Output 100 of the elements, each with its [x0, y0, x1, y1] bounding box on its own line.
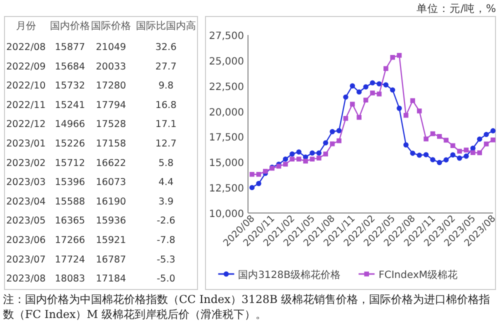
category-label: 2022/12 — [6, 119, 46, 130]
data-label: 15396 — [54, 177, 86, 188]
data-label: 21049 — [96, 42, 126, 53]
y-tick-label: 22,500 — [209, 82, 244, 93]
data-label: 15588 — [54, 196, 86, 208]
point — [464, 154, 469, 159]
data-label: -2.6 — [156, 216, 176, 227]
data-label: 12.7 — [155, 138, 177, 150]
category-label: 2023/03 — [6, 177, 46, 188]
category-label: 2023/04 — [6, 196, 46, 208]
data-label: 15684 — [54, 61, 86, 72]
point — [303, 158, 308, 164]
point — [356, 114, 362, 120]
data-label: 15226 — [54, 138, 86, 150]
text: 单位：元/吨，% — [416, 2, 496, 15]
y-tick-label: 17,500 — [209, 132, 244, 144]
point — [383, 82, 388, 88]
data-label: 15241 — [54, 100, 86, 111]
point — [416, 108, 422, 114]
point — [250, 172, 254, 177]
data-label: 15877 — [54, 42, 86, 53]
data-label: 9.8 — [158, 80, 174, 92]
data-label: 17.1 — [155, 119, 177, 130]
text: 国际比国内高 — [136, 20, 196, 32]
data-label: -5.0 — [156, 274, 176, 285]
point — [423, 152, 429, 158]
point — [477, 150, 482, 156]
point — [343, 116, 348, 121]
point — [404, 112, 408, 118]
category-label: 2023/08 — [6, 274, 46, 285]
data-label: 4.4 — [158, 177, 174, 188]
point — [310, 150, 315, 156]
data-label: 17794 — [96, 100, 126, 111]
data-label: 16365 — [54, 216, 86, 227]
point — [450, 143, 456, 148]
point — [376, 92, 382, 96]
data-label: -7.8 — [156, 235, 176, 246]
point — [390, 87, 396, 93]
point — [430, 157, 436, 162]
data-label: 3.9 — [158, 196, 174, 208]
category-label: 2023/07 — [6, 254, 46, 266]
y-tick-label: 27,500 — [209, 31, 244, 42]
point — [424, 136, 428, 142]
point — [403, 142, 409, 148]
point — [457, 148, 462, 154]
point — [390, 54, 395, 60]
point — [410, 98, 416, 104]
point — [256, 180, 262, 186]
data-label: 15936 — [96, 216, 126, 227]
data-label: 14966 — [54, 119, 86, 130]
text: 注：国内价格为中国棉花价格指数（CC Index）3128B 级棉花销售价格，国际价格为进口棉价格指数（FC Index）M 级棉花到岸税后价（滑准税下）。 — [3, 292, 492, 322]
point — [363, 84, 368, 90]
point — [316, 156, 322, 160]
point — [416, 152, 422, 158]
point — [484, 142, 489, 146]
point — [477, 136, 482, 142]
point — [336, 128, 342, 134]
point — [323, 152, 328, 156]
data-label: 17266 — [54, 235, 86, 246]
data-label: 17158 — [96, 138, 126, 150]
category-label: 2023/01 — [6, 138, 46, 150]
legend-label: FCIndexM级棉花 — [378, 269, 458, 281]
data-label: 16073 — [96, 177, 126, 188]
text: 国际价格 — [91, 20, 131, 32]
point — [336, 138, 342, 144]
point — [383, 66, 388, 71]
data-label: 15712 — [54, 158, 86, 169]
category-label: 2022/11 — [6, 100, 46, 111]
data-label: 17184 — [96, 274, 126, 285]
point — [290, 151, 295, 157]
data-label: 15732 — [54, 80, 86, 92]
point — [323, 140, 328, 146]
data-label: 17280 — [96, 80, 126, 92]
point — [396, 106, 402, 111]
y-tick-label: 25,000 — [209, 56, 244, 68]
data-label: 15921 — [96, 235, 126, 246]
point — [490, 128, 496, 134]
point — [437, 134, 442, 139]
y-tick-label: 12,500 — [209, 184, 244, 195]
data-label: 16190 — [96, 196, 126, 208]
data-label: -5.3 — [156, 254, 176, 266]
point — [290, 156, 295, 162]
point — [444, 138, 449, 143]
point — [343, 94, 348, 100]
point — [296, 156, 302, 162]
y-tick-label: 20,000 — [209, 107, 244, 118]
data-label: 18083 — [54, 274, 86, 285]
point — [330, 129, 335, 134]
point — [283, 162, 288, 167]
category-label: 2022/10 — [6, 80, 46, 92]
data-label: 16622 — [96, 158, 126, 169]
point — [363, 98, 368, 102]
data-label: 20033 — [96, 61, 126, 72]
text: 国内价格 — [50, 20, 90, 32]
point — [310, 156, 315, 162]
point — [249, 184, 255, 190]
point — [444, 157, 449, 162]
point — [464, 148, 469, 152]
point — [484, 132, 489, 138]
point — [410, 150, 416, 156]
